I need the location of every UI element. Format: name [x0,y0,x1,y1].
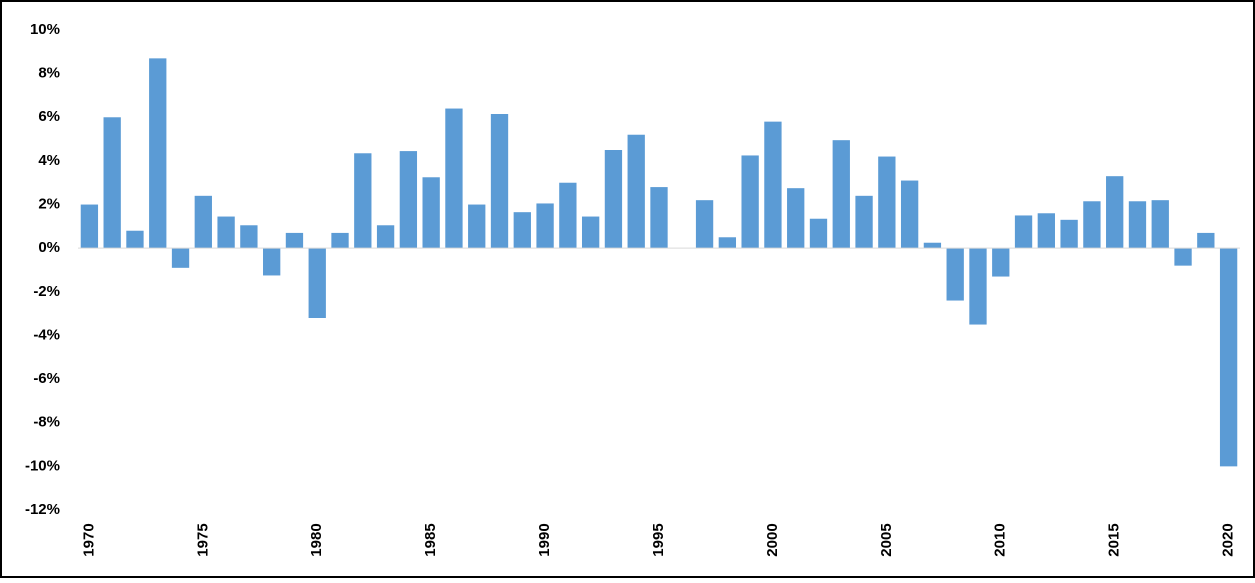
bar [217,216,235,249]
bar [604,150,623,249]
bar [718,237,737,249]
bar [764,121,782,249]
bar [1128,201,1147,249]
bar [809,218,828,249]
bar [445,108,463,249]
y-tick-label: 8% [38,65,60,82]
x-tick-label: 2015 [1106,523,1123,556]
bar [1014,215,1033,249]
bar [103,117,121,249]
y-tick-label: -10% [25,457,60,474]
x-tick-label: 2005 [878,523,895,556]
x-tick-label: 1985 [422,523,439,556]
bar [946,248,964,301]
bar [832,140,850,249]
bar [695,200,714,249]
x-tick-label: 1975 [194,523,211,556]
bar [1197,232,1215,249]
bar [80,204,99,249]
bar [422,177,440,249]
bar [992,248,1010,277]
bar [285,232,304,249]
x-tick-label: 1990 [536,523,553,556]
y-tick-label: -6% [33,370,60,387]
y-tick-label: -4% [33,326,60,343]
bar [171,248,190,268]
bar [308,248,326,318]
bar [194,195,212,249]
bar [536,203,554,249]
bar [969,248,987,325]
bar [1174,248,1192,266]
bar [1151,200,1169,249]
bar [1037,213,1055,249]
y-tick-label: 4% [38,152,60,169]
bar [855,195,873,249]
bar [149,58,167,249]
y-tick-label: 2% [38,196,60,213]
x-tick-label: 2000 [764,523,781,556]
bar [376,225,395,249]
bar [1106,176,1124,249]
x-tick-label: 1995 [650,523,667,556]
bar [354,153,372,249]
y-tick-label: 6% [38,108,60,125]
bar [331,232,349,249]
bar [741,155,759,249]
bar [490,114,509,249]
bar [1060,219,1078,249]
bar [126,230,144,249]
bar [581,216,600,249]
bar [650,187,668,249]
bar [399,151,418,249]
bar [627,134,645,249]
y-tick-label: 0% [38,239,60,256]
bar [923,242,942,249]
bar [787,188,805,249]
x-tick-label: 2010 [992,523,1009,556]
y-tick-label: -12% [25,501,60,518]
bar [263,248,281,276]
bar [878,156,896,249]
y-tick-label: -8% [33,414,60,431]
bar [468,204,486,249]
x-tick-label: 1980 [308,523,325,556]
bar [240,225,258,249]
bar [1219,248,1238,467]
bar [900,180,919,249]
bar [559,182,577,249]
y-tick-label: -2% [33,283,60,300]
x-tick-label: 1970 [80,523,97,556]
y-tick-label: 10% [30,21,60,38]
bar [1083,201,1101,249]
bar [513,212,531,249]
x-tick-label: 2020 [1220,523,1237,556]
